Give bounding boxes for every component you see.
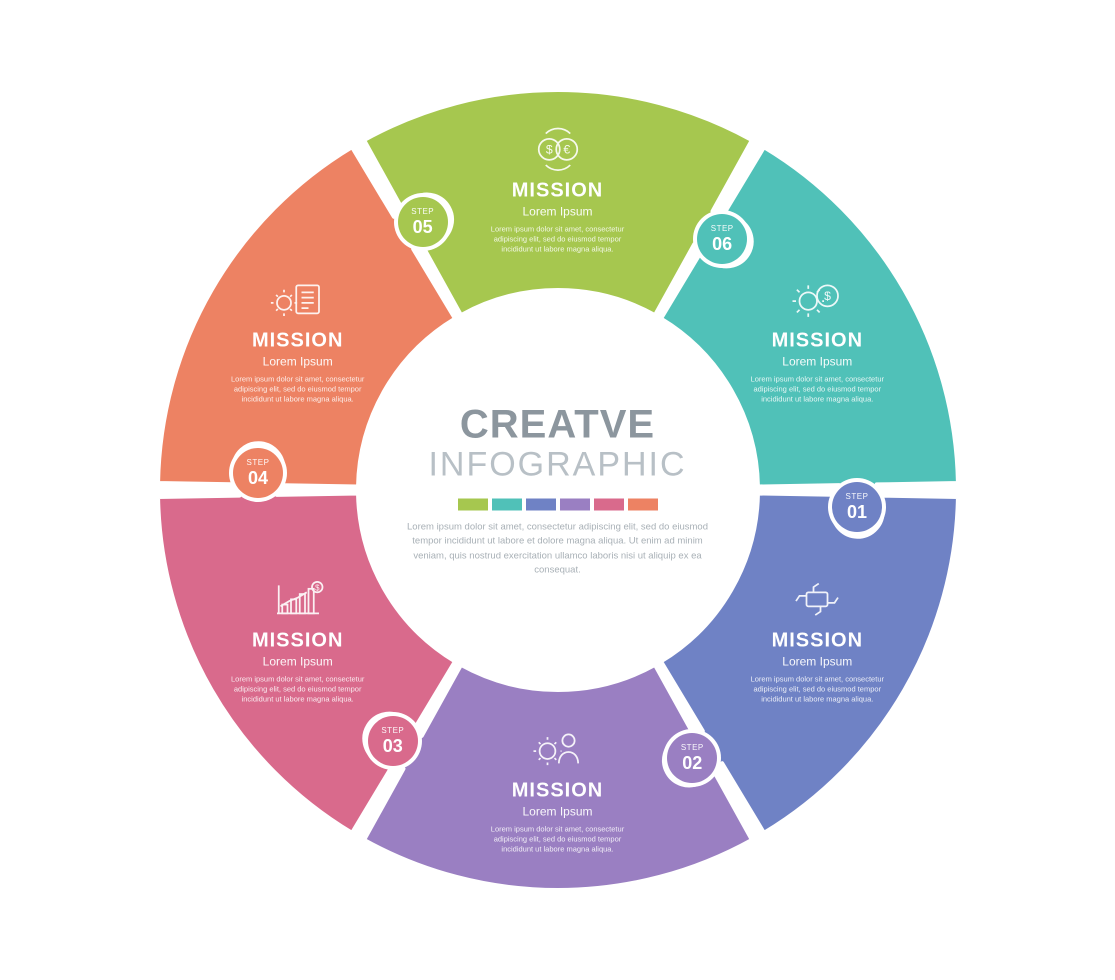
- step-knob-05: STEP 05: [398, 197, 448, 247]
- step-number: 01: [832, 503, 882, 521]
- color-swatch: [560, 499, 590, 511]
- infographic-stage: CREATVE INFOGRAPHIC Lorem ipsum dolor si…: [148, 80, 968, 900]
- step-label: STEP: [667, 744, 717, 752]
- center-block: CREATVE INFOGRAPHIC Lorem ipsum dolor si…: [378, 403, 738, 578]
- color-swatch: [628, 499, 658, 511]
- step-label: STEP: [233, 459, 283, 467]
- center-title-2: INFOGRAPHIC: [378, 446, 738, 485]
- step-label: STEP: [697, 225, 747, 233]
- color-swatch: [458, 499, 488, 511]
- color-swatches: [378, 499, 738, 511]
- color-swatch: [526, 499, 556, 511]
- step-label: STEP: [398, 208, 448, 216]
- step-knob-01: STEP 01: [832, 482, 882, 532]
- step-knob-04: STEP 04: [233, 448, 283, 498]
- step-number: 05: [398, 218, 448, 236]
- step-number: 02: [667, 754, 717, 772]
- step-number: 03: [368, 737, 418, 755]
- color-swatch: [492, 499, 522, 511]
- step-label: STEP: [368, 727, 418, 735]
- step-knob-02: STEP 02: [667, 733, 717, 783]
- step-knob-03: STEP 03: [368, 716, 418, 766]
- color-swatch: [594, 499, 624, 511]
- center-title-1: CREATVE: [378, 403, 738, 448]
- step-number: 06: [697, 235, 747, 253]
- step-knob-06: STEP 06: [697, 214, 747, 264]
- step-number: 04: [233, 469, 283, 487]
- step-label: STEP: [832, 493, 882, 501]
- center-body: Lorem ipsum dolor sit amet, consectetur …: [378, 521, 738, 578]
